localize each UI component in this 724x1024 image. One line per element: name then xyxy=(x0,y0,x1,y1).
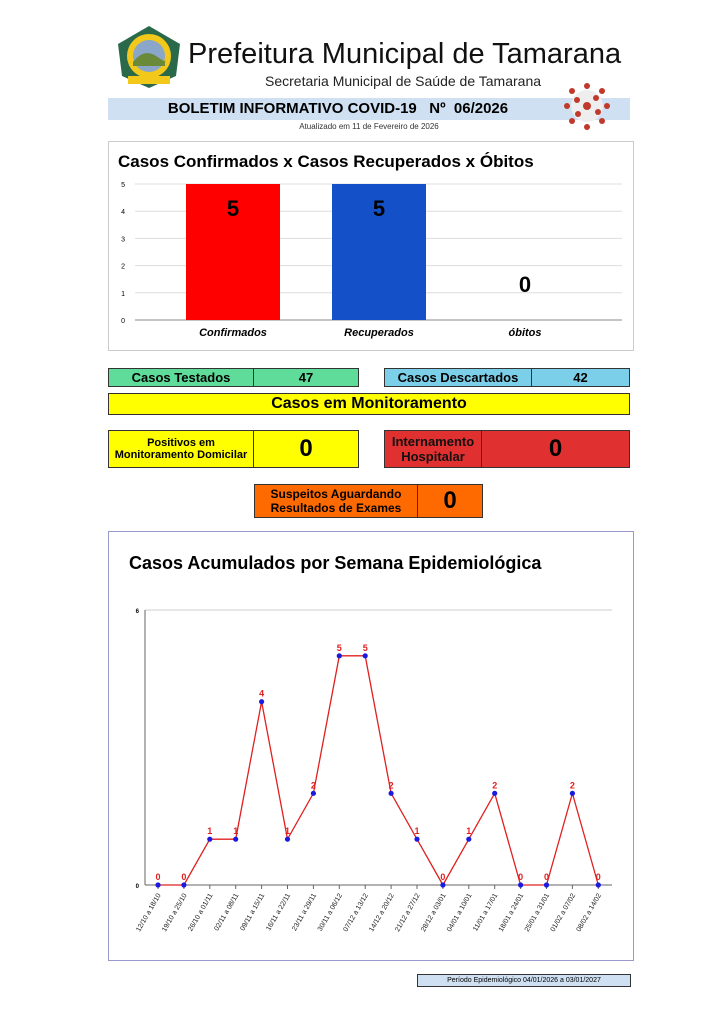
x-tick-label: 08/02 a 14/02 xyxy=(576,892,604,933)
data-label: 1 xyxy=(285,826,290,836)
data-label: 5 xyxy=(373,196,385,221)
y-tick-label: 6 xyxy=(136,609,140,615)
data-label: 2 xyxy=(570,780,575,790)
municipal-coat-of-arms-logo xyxy=(118,26,180,88)
data-point xyxy=(518,882,524,888)
data-point xyxy=(492,790,498,796)
data-point xyxy=(284,836,291,842)
data-label: 0 xyxy=(544,872,549,882)
data-label: 1 xyxy=(207,826,212,836)
data-point xyxy=(233,836,239,842)
pending-value: 0 xyxy=(417,484,483,518)
data-label: 1 xyxy=(414,826,419,836)
bar-chart-title: Casos Confirmados x Casos Recuperados x … xyxy=(118,152,534,171)
x-tick-label: óbitos xyxy=(509,327,542,339)
data-point xyxy=(155,882,161,888)
discarded-value: 42 xyxy=(531,368,630,387)
updated-date: Atualizado em 11 de Fevereiro de 2026 xyxy=(299,122,439,131)
hospital-label: Internamento Hospitalar xyxy=(384,430,482,468)
data-label: 0 xyxy=(181,872,186,882)
bar-confirmados xyxy=(186,184,280,320)
x-tick-label: 09/11 a 15/11 xyxy=(239,892,266,932)
x-tick-label: 01/02 a 07/02 xyxy=(550,892,578,933)
x-tick-label: 07/12 a 13/12 xyxy=(342,892,370,933)
data-label: 5 xyxy=(227,196,239,221)
data-label: 2 xyxy=(389,780,394,790)
data-point xyxy=(207,836,213,842)
pending-label: Suspeitos Aguardando Resultados de Exame… xyxy=(254,484,418,518)
discarded-label: Casos Descartados xyxy=(384,368,532,387)
home-monitoring-label: Positivos em Monitoramento Domicilar xyxy=(108,430,254,468)
bar-chart: 0 1 2 3 4 5 5 Confirmados 5 Recuperados 0 óbitos xyxy=(121,182,622,339)
data-point xyxy=(440,882,446,888)
x-tick-label: Confirmados xyxy=(199,327,267,339)
bulletin-title: BOLETIM INFORMATIVO COVID-19 Nº 06/2026 xyxy=(167,100,509,117)
line-chart-card xyxy=(108,531,634,961)
epidemiological-period: Período Epidemiológico 04/01/2026 a 03/0… xyxy=(417,974,631,987)
data-label: 4 xyxy=(259,689,264,699)
data-label: 1 xyxy=(233,826,238,836)
data-point xyxy=(181,882,187,888)
y-tick-label: 0 xyxy=(121,318,125,325)
data-label: 0 xyxy=(518,872,523,882)
y-tick-label: 4 xyxy=(121,209,125,216)
data-label: 5 xyxy=(337,643,342,653)
data-point xyxy=(414,836,420,842)
series-line xyxy=(158,655,599,887)
data-point xyxy=(569,790,575,796)
x-tick-label: 23/11 a 29/11 xyxy=(291,892,318,932)
virus-icon xyxy=(564,83,610,130)
data-label: 2 xyxy=(492,780,497,790)
data-label: 5 xyxy=(363,643,368,653)
data-point xyxy=(543,882,550,888)
page-subtitle: Secretaria Municipal de Saúde de Tamaran… xyxy=(265,73,542,89)
data-point xyxy=(595,882,601,888)
bar-recuperados xyxy=(332,184,426,320)
data-point xyxy=(466,836,472,842)
hospital-value: 0 xyxy=(481,430,630,468)
data-point xyxy=(388,790,394,796)
x-tick-label: 18/01 a 24/01 xyxy=(498,892,526,933)
x-tick-label: 11/01 a 17/01 xyxy=(472,892,499,932)
y-tick-label: 1 xyxy=(121,291,125,298)
data-label: 0 xyxy=(440,872,445,882)
x-tick-label: 04/01 a 10/01 xyxy=(446,892,474,933)
y-tick-label: 3 xyxy=(121,236,125,243)
data-point xyxy=(310,790,316,796)
data-point xyxy=(362,653,368,659)
x-tick-label: 19/10 a 25/10 xyxy=(161,892,189,933)
data-label: 1 xyxy=(466,826,471,836)
x-tick-label: 12/10 a 18/10 xyxy=(135,892,163,933)
tested-label: Casos Testados xyxy=(108,368,254,387)
x-tick-label: 16/11 a 22/11 xyxy=(265,892,292,932)
monitoring-title: Casos em Monitoramento xyxy=(108,393,630,415)
x-tick-label: 30/11 a 06/12 xyxy=(317,892,344,932)
x-tick-label: 26/10 a 01/11 xyxy=(187,892,214,932)
home-monitoring-value: 0 xyxy=(253,430,359,468)
data-point xyxy=(259,699,265,705)
data-label: 0 xyxy=(519,272,531,297)
x-tick-label: 02/11 a 08/11 xyxy=(213,892,240,932)
data-label: 0 xyxy=(155,872,160,882)
y-tick-label: 2 xyxy=(121,264,125,271)
x-tick-label: 25/01 a 31/01 xyxy=(524,892,552,933)
line-chart-title: Casos Acumulados por Semana Epidemiológi… xyxy=(129,553,542,573)
bulletin-band xyxy=(108,98,630,120)
x-tick-label: 14/12 a 20/12 xyxy=(368,892,396,933)
data-label: 2 xyxy=(311,780,316,790)
y-tick-label: 0 xyxy=(136,884,140,890)
y-tick-label: 5 xyxy=(121,182,125,189)
x-tick-label: Recuperados xyxy=(344,327,414,339)
data-label: 0 xyxy=(596,872,601,882)
x-tick-label: 28/12 a 03/01 xyxy=(420,892,448,933)
data-point xyxy=(336,653,342,659)
tested-value: 47 xyxy=(253,368,359,387)
page-title: Prefeitura Municipal de Tamarana xyxy=(188,38,622,70)
x-tick-label: 21/12 a 27/12 xyxy=(394,892,422,933)
